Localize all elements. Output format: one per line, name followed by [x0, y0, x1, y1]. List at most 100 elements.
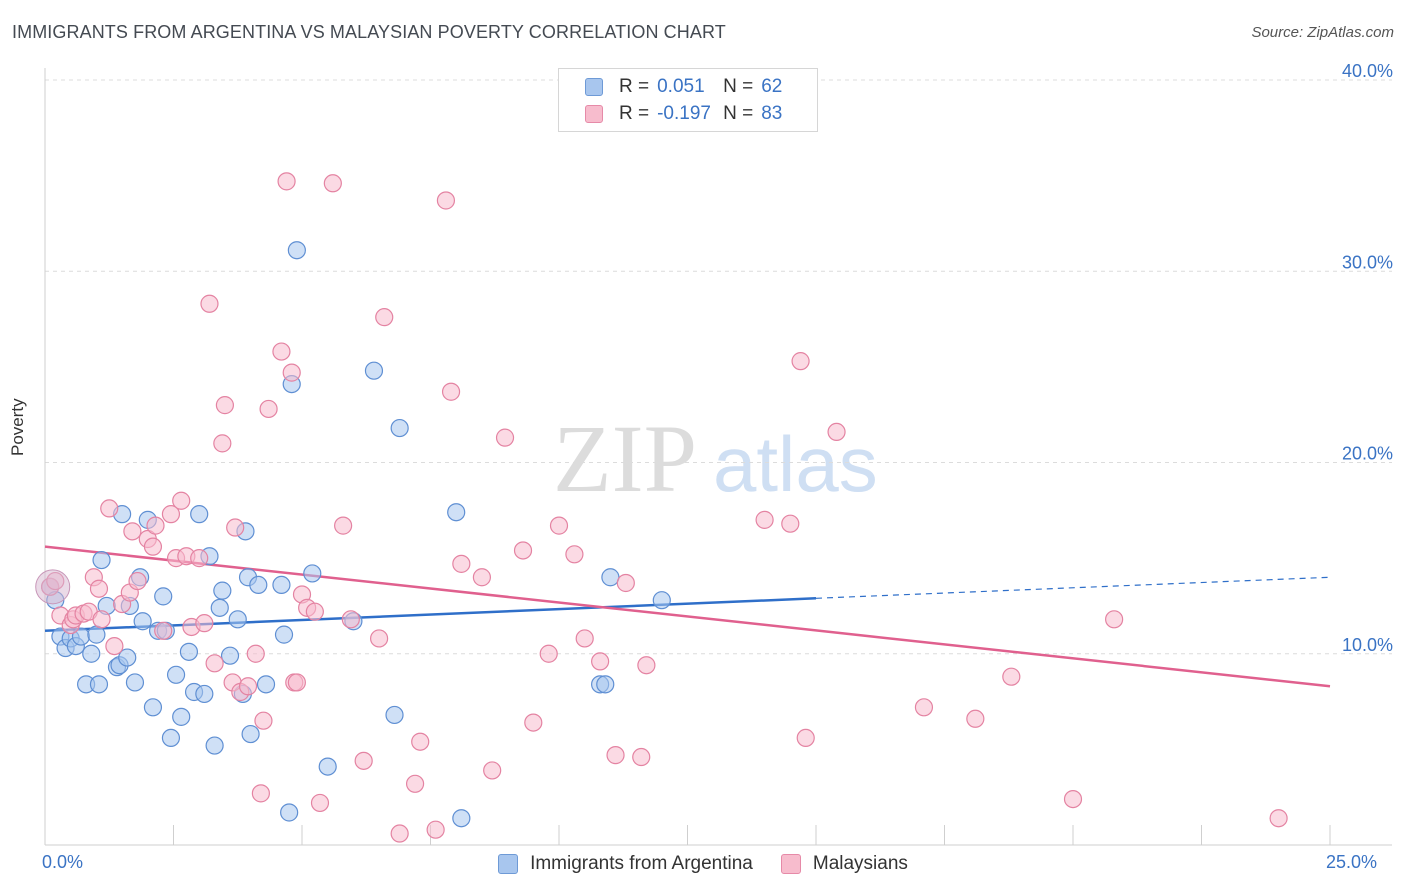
point-malaysians-70 — [575, 629, 594, 648]
point-malaysians-59 — [436, 191, 456, 210]
point-malaysians-49 — [323, 174, 342, 193]
legend-label-malaysians: Malaysians — [812, 853, 908, 874]
trend-line-extension-argentina — [815, 576, 1331, 599]
point-argentina-45 — [272, 575, 291, 595]
point-malaysians-54 — [375, 308, 394, 327]
watermark-zip: ZIP — [553, 405, 697, 512]
point-malaysians-65 — [513, 541, 533, 560]
point-argentina-46 — [274, 625, 294, 644]
point-argentina-49 — [287, 241, 306, 260]
point-malaysians-21 — [161, 505, 181, 524]
point-malaysians-47 — [305, 602, 324, 621]
grid-lines — [45, 79, 1392, 655]
point-malaysians-66 — [524, 713, 543, 732]
x-tick-label-min: 0.0% — [42, 852, 84, 872]
chart-title: IMMIGRANTS FROM ARGENTINA VS MALAYSIAN P… — [12, 22, 726, 42]
point-malaysians-86 — [1269, 809, 1288, 828]
point-argentina-55 — [390, 418, 409, 438]
stats-legend-row-argentina: R = 0.051 N = 62 — [585, 75, 782, 99]
point-argentina-27 — [166, 665, 186, 684]
point-argentina-36 — [213, 581, 232, 600]
point-malaysians-41 — [277, 172, 296, 191]
point-argentina-56 — [447, 503, 466, 522]
point-argentina-60 — [601, 568, 620, 587]
trend-line-malaysians — [44, 545, 1331, 688]
point-malaysians-84 — [1063, 789, 1083, 809]
trend-line-argentina — [44, 597, 817, 633]
point-malaysians-56 — [405, 774, 425, 793]
point-argentina-43 — [249, 575, 268, 595]
trend-lines — [44, 545, 1331, 688]
point-malaysians-58 — [426, 820, 445, 839]
point-malaysians-57 — [411, 732, 430, 751]
point-argentina-53 — [364, 361, 384, 380]
source-label: Source: ZipAtlas.com — [1251, 24, 1394, 41]
point-malaysians-61 — [452, 554, 471, 573]
r-label: R = — [619, 76, 650, 97]
point-argentina-29 — [179, 642, 199, 661]
point-argentina-57 — [452, 809, 471, 828]
point-malaysians-40 — [272, 342, 291, 361]
point-malaysians-51 — [341, 610, 360, 629]
point-malaysians-39 — [259, 399, 278, 419]
point-malaysians-64 — [495, 428, 515, 447]
point-malaysians-12 — [105, 636, 124, 656]
point-malaysians-11 — [100, 499, 119, 518]
n-label: N = — [723, 76, 754, 97]
point-argentina-61 — [652, 591, 671, 610]
point-malaysians-67 — [539, 644, 558, 663]
point-malaysians-35 — [238, 677, 258, 696]
point-argentina-31 — [190, 505, 209, 524]
point-malaysians-83 — [1002, 667, 1021, 686]
y-tick-labels: 10.0% 20.0% 30.0% 40.0% — [1342, 61, 1393, 655]
point-argentina-9 — [87, 625, 106, 644]
point-malaysians-18 — [143, 537, 163, 556]
point-malaysians-31 — [215, 396, 234, 415]
point-argentina-11 — [92, 550, 111, 570]
point-malaysians-26 — [190, 549, 209, 568]
point-malaysians-27 — [195, 614, 214, 633]
point-malaysians-19 — [146, 516, 165, 535]
point-argentina-35 — [210, 598, 229, 617]
y-axis-label: Poverty — [8, 398, 27, 456]
point-malaysians-28 — [200, 294, 219, 313]
point-malaysians-71 — [591, 652, 610, 671]
point-argentina-32 — [195, 684, 214, 704]
point-argentina-16 — [118, 648, 137, 667]
point-argentina-50 — [303, 564, 322, 583]
point-malaysians-82 — [966, 709, 985, 728]
point-malaysians-23 — [172, 491, 191, 510]
point-malaysians-60 — [441, 382, 461, 401]
point-argentina-38 — [228, 610, 247, 629]
point-malaysians-78 — [791, 352, 810, 371]
point-malaysians-52 — [354, 751, 373, 770]
watermark: ZIP atlas — [553, 405, 878, 512]
n-label: N = — [723, 103, 754, 124]
point-argentina-42 — [241, 724, 260, 744]
point-argentina-44 — [256, 675, 276, 694]
point-argentina-8 — [82, 644, 101, 663]
point-malaysians-9 — [89, 579, 109, 598]
point-malaysians-79 — [796, 728, 815, 748]
legend-swatch-argentina — [585, 78, 603, 96]
legend-label-argentina: Immigrants from Argentina — [530, 853, 753, 874]
point-malaysians-68 — [549, 516, 569, 535]
r-label: R = — [619, 103, 650, 124]
point-argentina-34 — [205, 736, 224, 755]
point-malaysians-36 — [246, 644, 265, 663]
point-malaysians-85 — [1105, 610, 1124, 629]
point-malaysians-69 — [565, 545, 584, 564]
point-malaysians-73 — [616, 573, 635, 593]
legend-swatch-malaysians — [585, 105, 603, 123]
legend-item-argentina: Immigrants from Argentina — [498, 853, 753, 875]
point-argentina-37 — [220, 646, 240, 665]
point-argentina-20 — [133, 612, 152, 631]
point-argentina-51 — [318, 757, 337, 776]
y-tick-label-10: 10.0% — [1342, 635, 1393, 655]
point-argentina-22 — [143, 698, 163, 717]
point-malaysians-75 — [637, 656, 656, 675]
point-malaysians-33 — [226, 518, 245, 537]
point-malaysians-15 — [123, 522, 142, 541]
y-tick-label-40: 40.0% — [1342, 61, 1393, 81]
point-malaysians-53 — [370, 629, 389, 648]
